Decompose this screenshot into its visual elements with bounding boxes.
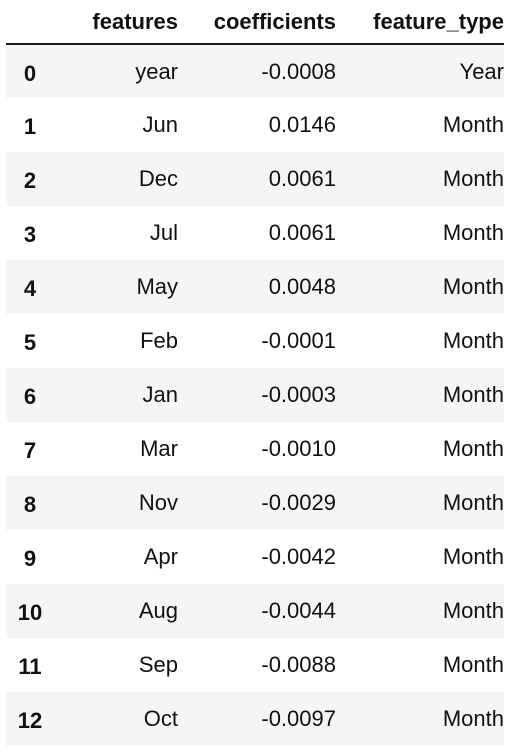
feature-type-cell: Year [336, 44, 504, 98]
table-header: features coefficients feature_type [6, 0, 504, 44]
coefficient-cell: 0.0061 [178, 206, 336, 260]
row-index: 12 [6, 692, 60, 746]
feature-cell: Feb [60, 314, 178, 368]
feature-type-cell: Month [336, 152, 504, 206]
feature-type-cell: Month [336, 368, 504, 422]
table-row: 10 Aug -0.0044 Month [6, 584, 504, 638]
coefficient-cell: -0.0001 [178, 314, 336, 368]
feature-cell: Dec [60, 152, 178, 206]
table-row: 8 Nov -0.0029 Month [6, 476, 504, 530]
table-row: 3 Jul 0.0061 Month [6, 206, 504, 260]
coefficient-cell: -0.0003 [178, 368, 336, 422]
coefficient-cell: -0.0008 [178, 44, 336, 98]
feature-cell: Nov [60, 476, 178, 530]
feature-type-cell: Month [336, 422, 504, 476]
feature-type-cell: Month [336, 584, 504, 638]
table-row: 0 year -0.0008 Year [6, 44, 504, 98]
table-row: 2 Dec 0.0061 Month [6, 152, 504, 206]
feature-type-cell: Month [336, 530, 504, 584]
feature-cell: year [60, 44, 178, 98]
feature-type-cell: Month [336, 692, 504, 746]
table-row: 11 Sep -0.0088 Month [6, 638, 504, 692]
feature-cell: Sep [60, 638, 178, 692]
coefficient-cell: -0.0010 [178, 422, 336, 476]
feature-type-cell: Month [336, 98, 504, 152]
row-index: 5 [6, 314, 60, 368]
table-row: 4 May 0.0048 Month [6, 260, 504, 314]
table-row: 9 Apr -0.0042 Month [6, 530, 504, 584]
feature-cell: Mar [60, 422, 178, 476]
row-index: 7 [6, 422, 60, 476]
coefficient-cell: -0.0097 [178, 692, 336, 746]
feature-cell: Aug [60, 584, 178, 638]
feature-cell: Apr [60, 530, 178, 584]
coefficient-cell: 0.0061 [178, 152, 336, 206]
table-row: 5 Feb -0.0001 Month [6, 314, 504, 368]
feature-type-cell: Month [336, 206, 504, 260]
coefficient-cell: -0.0042 [178, 530, 336, 584]
coefficient-cell: -0.0029 [178, 476, 336, 530]
coefficient-cell: -0.0088 [178, 638, 336, 692]
feature-type-cell: Month [336, 476, 504, 530]
dataframe-table: features coefficients feature_type 0 yea… [6, 0, 504, 746]
row-index: 9 [6, 530, 60, 584]
row-index: 2 [6, 152, 60, 206]
row-index: 1 [6, 98, 60, 152]
feature-cell: Oct [60, 692, 178, 746]
feature-type-cell: Month [336, 314, 504, 368]
table-row: 6 Jan -0.0003 Month [6, 368, 504, 422]
index-header [6, 0, 60, 44]
features-header: features [60, 0, 178, 44]
coefficients-header: coefficients [178, 0, 336, 44]
table-row: 12 Oct -0.0097 Month [6, 692, 504, 746]
header-row: features coefficients feature_type [6, 0, 504, 44]
feature-type-cell: Month [336, 260, 504, 314]
feature-type-cell: Month [336, 638, 504, 692]
coefficient-cell: 0.0048 [178, 260, 336, 314]
feature-cell: Jul [60, 206, 178, 260]
table-row: 1 Jun 0.0146 Month [6, 98, 504, 152]
row-index: 11 [6, 638, 60, 692]
row-index: 10 [6, 584, 60, 638]
table-body: 0 year -0.0008 Year 1 Jun 0.0146 Month 2… [6, 44, 504, 746]
table-row: 7 Mar -0.0010 Month [6, 422, 504, 476]
coefficient-cell: -0.0044 [178, 584, 336, 638]
row-index: 3 [6, 206, 60, 260]
feature-cell: Jan [60, 368, 178, 422]
feature-cell: May [60, 260, 178, 314]
row-index: 4 [6, 260, 60, 314]
feature-cell: Jun [60, 98, 178, 152]
feature-type-header: feature_type [336, 0, 504, 44]
row-index: 8 [6, 476, 60, 530]
coefficient-cell: 0.0146 [178, 98, 336, 152]
row-index: 6 [6, 368, 60, 422]
row-index: 0 [6, 44, 60, 98]
